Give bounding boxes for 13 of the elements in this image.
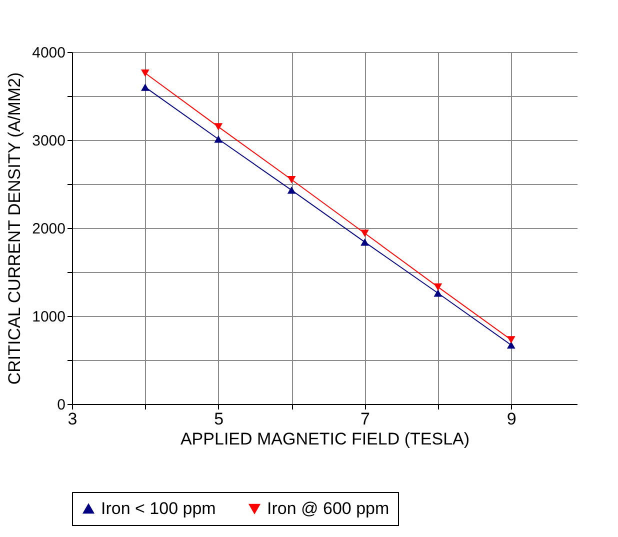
x-tick-label: 7 — [360, 410, 370, 428]
y-tick-label: 4000 — [32, 44, 66, 62]
x-axis-title: APPLIED MAGNETIC FIELD (TESLA) — [180, 430, 470, 448]
legend-label: Iron @ 600 ppm — [267, 498, 390, 518]
legend-label: Iron < 100 ppm — [101, 498, 216, 518]
x-tick-label: 5 — [214, 410, 224, 428]
x-tick-label: 3 — [68, 410, 78, 428]
y-tick-label: 3000 — [32, 132, 66, 150]
y-tick-label: 2000 — [32, 220, 66, 238]
y-tick-label: 1000 — [32, 308, 66, 326]
x-tick-label: 9 — [506, 410, 516, 428]
y-axis-title: CRITICAL CURRENT DENSITY (A/MM2) — [5, 72, 24, 385]
y-tick-label: 0 — [57, 396, 66, 414]
